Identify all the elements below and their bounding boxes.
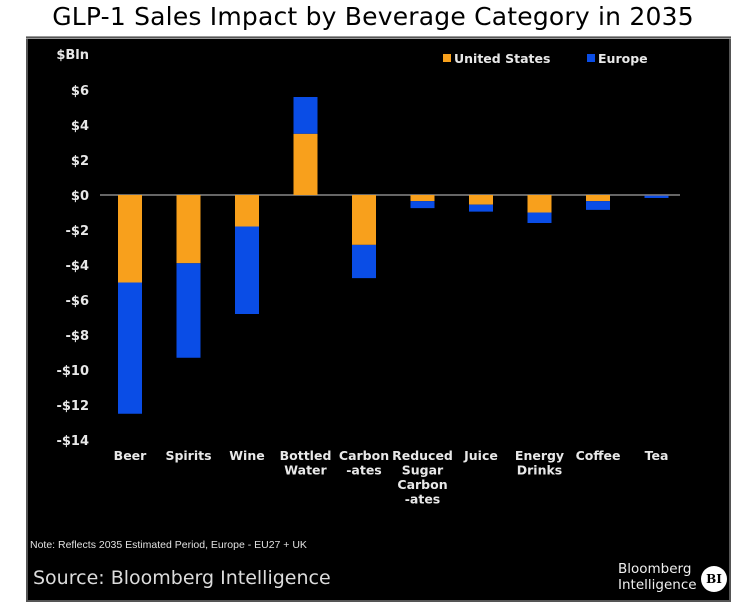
- x-category-label: Carbon -ates: [339, 448, 389, 478]
- x-category-label: Energy Drinks: [515, 448, 564, 478]
- brand-logo-text: Bloomberg Intelligence: [618, 561, 697, 593]
- y-tick-label: $6: [71, 84, 89, 99]
- y-tick-label: -$6: [66, 294, 90, 309]
- y-tick-label: -$2: [66, 224, 90, 239]
- x-category-label: Wine: [229, 448, 264, 463]
- legend-swatch-europe: [587, 54, 595, 62]
- bar-europe: [118, 282, 142, 414]
- brand-line-1: Bloomberg: [618, 561, 692, 577]
- x-category-label: Bottled Water: [280, 448, 332, 478]
- bar-us: [469, 195, 493, 205]
- y-tick-label: $0: [71, 189, 89, 204]
- x-category-label: Tea: [645, 448, 669, 463]
- x-category-label: Juice: [463, 448, 498, 463]
- bar-us: [235, 195, 259, 227]
- y-tick-label: $4: [71, 119, 89, 134]
- legend-swatch-us: [443, 54, 451, 62]
- y-tick-label: -$8: [66, 329, 90, 344]
- chart-title: GLP-1 Sales Impact by Beverage Category …: [52, 2, 694, 31]
- bar-us: [118, 195, 142, 283]
- bar-europe: [469, 204, 493, 212]
- brand-line-2: Intelligence: [618, 577, 697, 593]
- x-category-label: Beer: [114, 448, 147, 463]
- bi-logo-icon: BI: [701, 566, 727, 592]
- bars: [118, 97, 669, 414]
- bar-europe: [176, 263, 201, 358]
- bar-us: [176, 195, 201, 264]
- footnote: Note: Reflects 2035 Estimated Period, Eu…: [30, 539, 307, 551]
- y-tick-label: -$10: [56, 364, 89, 379]
- y-tick-label: $2: [71, 154, 89, 169]
- y-tick-label: -$14: [56, 434, 89, 449]
- legend-label-europe: Europe: [598, 51, 648, 66]
- x-category-label: Coffee: [576, 448, 621, 463]
- y-axis: $6 $4 $2 $0 -$2 -$4 -$6 -$8 -$10 -$12 -$14: [56, 84, 89, 449]
- y-tick-label: -$4: [66, 259, 90, 274]
- source-label: Source: Bloomberg Intelligence: [33, 567, 331, 589]
- bar-us: [527, 195, 552, 213]
- bar-europe: [586, 201, 610, 210]
- bar-europe: [293, 97, 318, 134]
- bar-europe: [235, 226, 259, 314]
- x-category-label: Reduced Sugar Carbon -ates: [392, 448, 453, 507]
- bar-europe: [527, 212, 552, 223]
- bar-us: [352, 195, 376, 245]
- y-axis-unit-label: $Bln: [56, 48, 89, 63]
- x-category-label: Spirits: [165, 448, 211, 463]
- legend: United States Europe: [443, 51, 648, 66]
- bar-us: [410, 195, 435, 202]
- bar-europe: [644, 195, 669, 198]
- bar-europe: [410, 201, 435, 209]
- bar-us: [293, 133, 318, 195]
- chart-panel: [26, 36, 731, 602]
- legend-label-us: United States: [454, 51, 550, 66]
- bar-us: [586, 195, 610, 202]
- bar-europe: [352, 244, 376, 279]
- panel-top-border: [26, 36, 731, 39]
- y-tick-label: -$12: [56, 399, 89, 414]
